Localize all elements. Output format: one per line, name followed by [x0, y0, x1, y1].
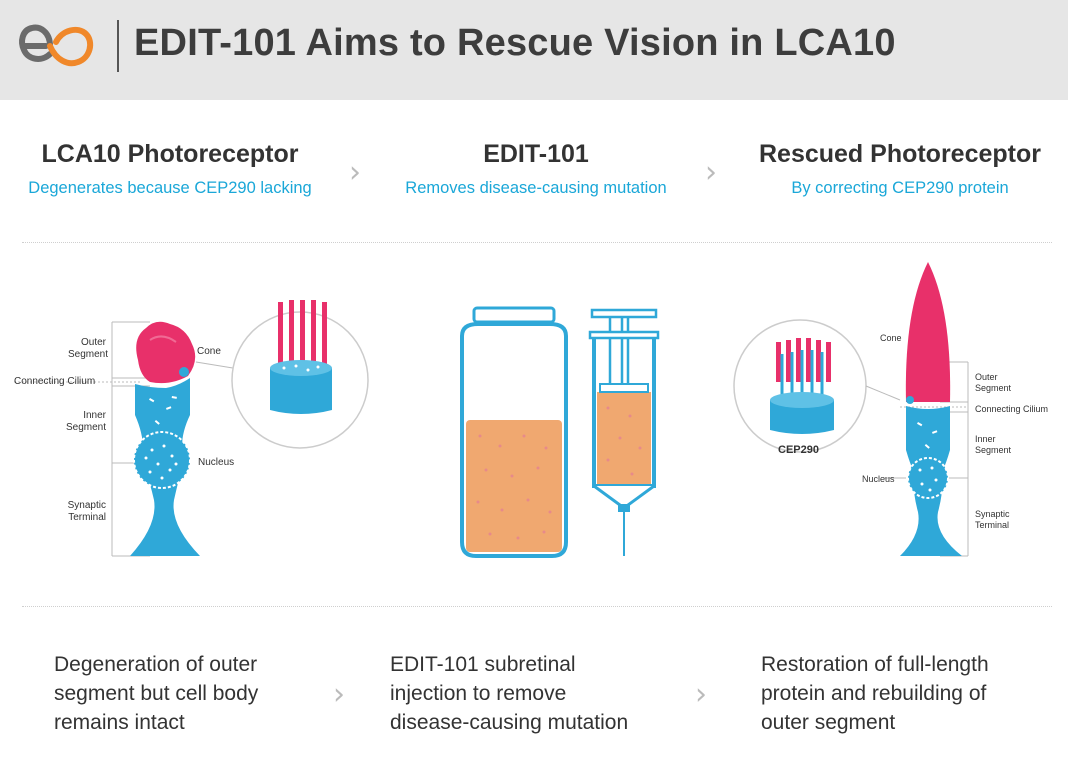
label-synaptic-terminal-right: Synaptic Terminal	[975, 509, 1010, 530]
label-nucleus-right: Nucleus	[862, 474, 895, 484]
illustration-area	[14, 262, 969, 558]
label-inner-segment-left: Inner Segment	[65, 410, 106, 433]
label-inner-segment-right: Inner Segment	[975, 434, 1012, 455]
label-cep290: CEP290	[778, 444, 819, 456]
column-heading-rescued: Rescued Photoreceptor By correcting CEP2…	[730, 140, 1068, 198]
divider-bottom	[22, 606, 1052, 608]
chevron-right-icon: ›	[333, 677, 345, 712]
label-connecting-cilium-left: Connecting Cilium	[14, 376, 96, 387]
divider-top	[22, 242, 1052, 244]
label-cone-right: Cone	[880, 333, 902, 343]
column-heading-lca10: LCA10 Photoreceptor Degenerates because …	[0, 140, 340, 198]
subheading-lca10: Degenerates because CEP290 lacking	[28, 179, 312, 197]
label-nucleus-left: Nucleus	[198, 457, 235, 468]
heading-edit-101: EDIT-101	[483, 140, 589, 168]
chevron-right-icon: ›	[705, 155, 717, 190]
subheading-edit101: Removes disease-causing mutation	[405, 179, 667, 197]
label-outer-segment-right: Outer Segment	[975, 372, 1012, 393]
editas-logo-icon	[19, 24, 94, 67]
label-outer-segment-left: Outer Segment	[68, 337, 109, 360]
heading-lca10-photoreceptor: LCA10 Photoreceptor	[41, 140, 299, 168]
subheading-rescued: By correcting CEP290 protein	[791, 179, 1009, 197]
label-synaptic-terminal-left: Synaptic Terminal	[67, 500, 106, 523]
rescued-photoreceptor-diagram	[733, 262, 969, 557]
chevron-right-icon: ›	[695, 677, 707, 712]
description-edit101: EDIT-101 subretinal injection to remove …	[390, 653, 629, 734]
heading-rescued-photoreceptor: Rescued Photoreceptor	[758, 140, 1041, 168]
chevron-right-icon: ›	[349, 155, 361, 190]
header-bar: EDIT-101 Aims to Rescue Vision in LCA10	[0, 0, 1068, 100]
description-rescued: Restoration of full-length protein and r…	[761, 653, 989, 734]
header-divider	[117, 20, 119, 72]
edit-101-vial-icon	[460, 306, 568, 558]
description-lca10: Degeneration of outer segment but cell b…	[54, 653, 259, 734]
lca10-photoreceptor-diagram	[14, 300, 369, 557]
syringe-icon	[588, 308, 660, 556]
label-connecting-cilium-right: Connecting Cilium	[975, 404, 1049, 414]
label-cone-left: Cone	[197, 346, 221, 357]
column-heading-edit101: EDIT-101 Removes disease-causing mutatio…	[366, 140, 706, 198]
page-title: EDIT-101 Aims to Rescue Vision in LCA10	[134, 22, 896, 64]
